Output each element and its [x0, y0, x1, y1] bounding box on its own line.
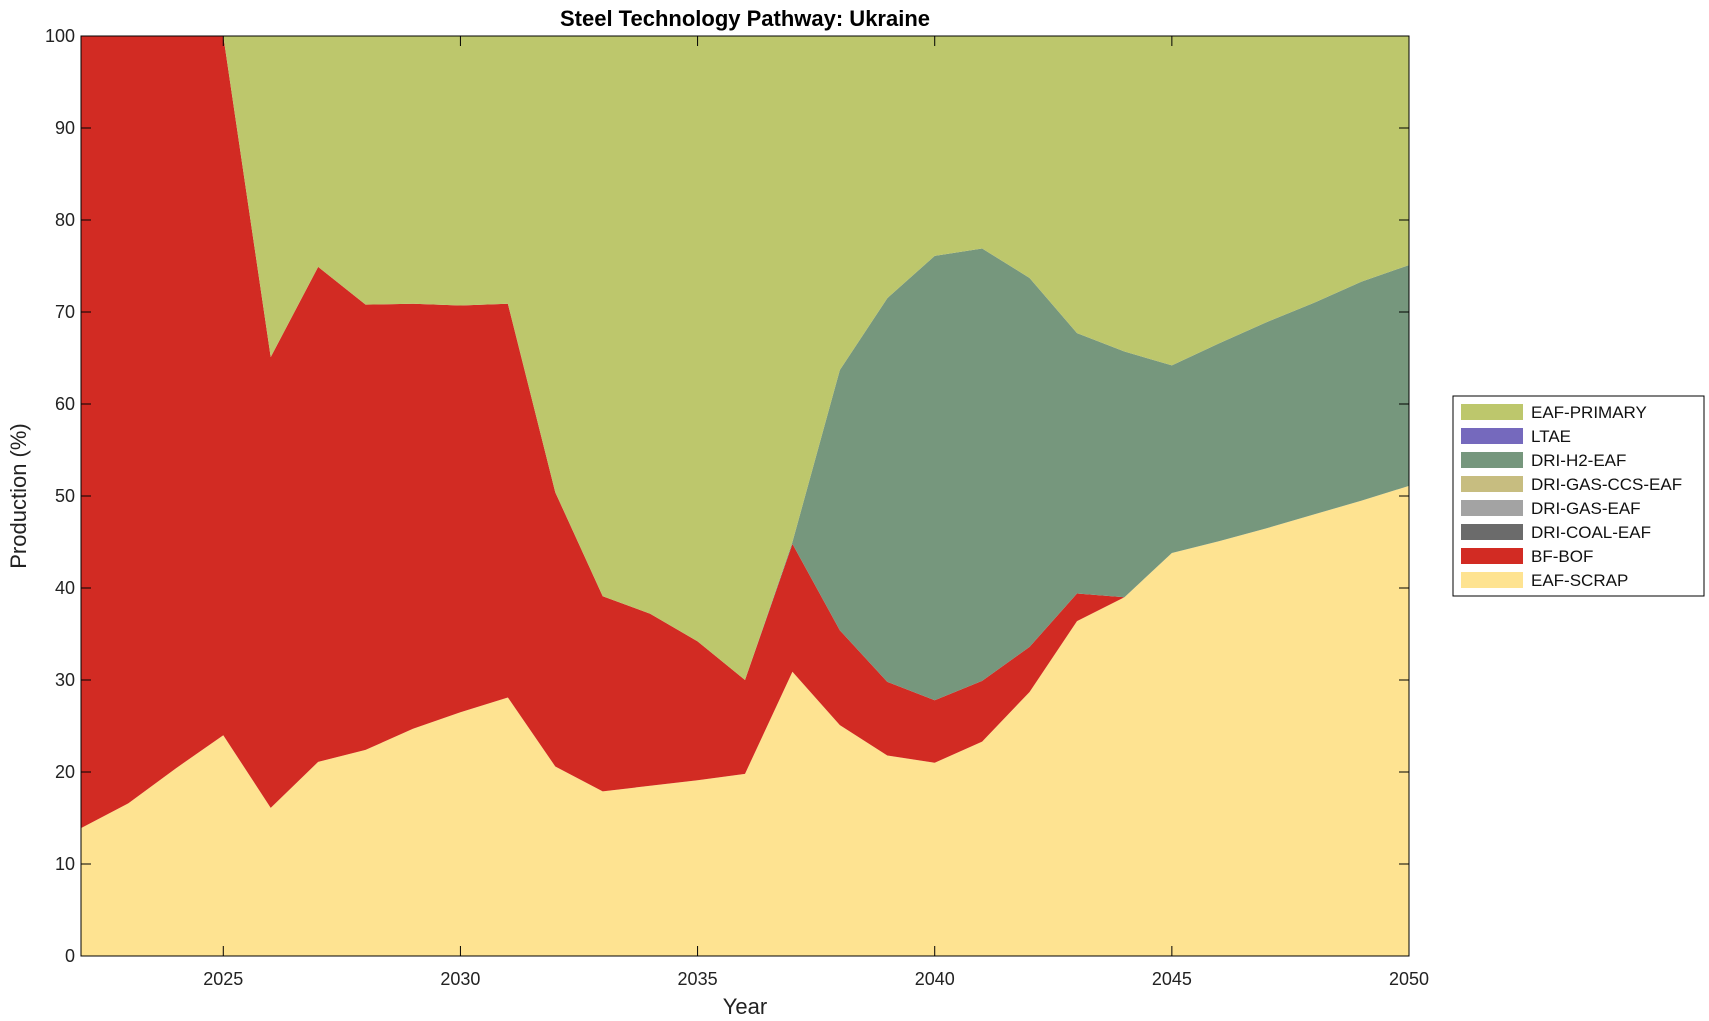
legend-swatch — [1461, 476, 1523, 492]
x-axis-label: Year — [723, 994, 767, 1019]
legend-label: EAF-PRIMARY — [1531, 403, 1647, 422]
y-tick-label: 40 — [55, 578, 75, 598]
legend-items: EAF-PRIMARY LTAE DRI-H2-EAF DRI-GAS-CCS-EAF… — [1461, 403, 1682, 590]
legend-swatch — [1461, 452, 1523, 468]
y-tick-label: 90 — [55, 118, 75, 138]
legend-item-eaf-primary: EAF-PRIMARY — [1461, 403, 1647, 422]
x-tick-label: 2045 — [1152, 969, 1192, 989]
y-tick-label: 0 — [65, 946, 75, 966]
y-tick-label: 100 — [45, 26, 75, 46]
y-tick-label: 20 — [55, 762, 75, 782]
legend-item-dri-h2-eaf: DRI-H2-EAF — [1461, 451, 1626, 470]
area-eaf-primary — [81, 36, 1409, 680]
area-dri-h2-eaf — [81, 36, 1409, 701]
x-tick-label: 2040 — [915, 969, 955, 989]
legend-item-dri-gas-eaf: DRI-GAS-EAF — [1461, 499, 1641, 518]
legend-swatch — [1461, 404, 1523, 420]
y-tick-label: 80 — [55, 210, 75, 230]
y-tick-label: 30 — [55, 670, 75, 690]
legend-item-dri-coal-eaf: DRI-COAL-EAF — [1461, 523, 1651, 542]
y-axis-label: Production (%) — [6, 423, 31, 569]
legend-label: BF-BOF — [1531, 547, 1593, 566]
legend-item-bf-bof: BF-BOF — [1461, 547, 1593, 566]
areas-layer — [81, 36, 1409, 956]
x-tick-label: 2025 — [203, 969, 243, 989]
legend-label: DRI-H2-EAF — [1531, 451, 1626, 470]
area-eaf-scrap — [81, 485, 1409, 956]
legend-swatch — [1461, 524, 1523, 540]
legend-item-eaf-scrap: EAF-SCRAP — [1461, 571, 1628, 590]
legend-swatch — [1461, 572, 1523, 588]
legend: EAF-PRIMARY LTAE DRI-H2-EAF DRI-GAS-CCS-EAF… — [1452, 395, 1705, 597]
legend-label: DRI-COAL-EAF — [1531, 523, 1651, 542]
x-tick-label: 2030 — [440, 969, 480, 989]
y-tick-label: 10 — [55, 854, 75, 874]
y-tick-label: 70 — [55, 302, 75, 322]
legend-label: DRI-GAS-CCS-EAF — [1531, 475, 1682, 494]
legend-item-ltae: LTAE — [1461, 427, 1571, 446]
y-tick-label: 60 — [55, 394, 75, 414]
legend-label: EAF-SCRAP — [1531, 571, 1628, 590]
x-tick-label: 2035 — [678, 969, 718, 989]
x-tick-label: 2050 — [1389, 969, 1429, 989]
legend-swatch — [1461, 428, 1523, 444]
legend-swatch — [1461, 548, 1523, 564]
legend-label: DRI-GAS-EAF — [1531, 499, 1641, 518]
legend-label: LTAE — [1531, 427, 1571, 446]
y-tick-label: 50 — [55, 486, 75, 506]
legend-item-dri-gas-ccs-eaf: DRI-GAS-CCS-EAF — [1461, 475, 1682, 494]
legend-swatch — [1461, 500, 1523, 516]
area-bf-bof — [81, 36, 1409, 829]
chart-title: Steel Technology Pathway: Ukraine — [560, 6, 930, 31]
legend-box — [1452, 395, 1705, 597]
